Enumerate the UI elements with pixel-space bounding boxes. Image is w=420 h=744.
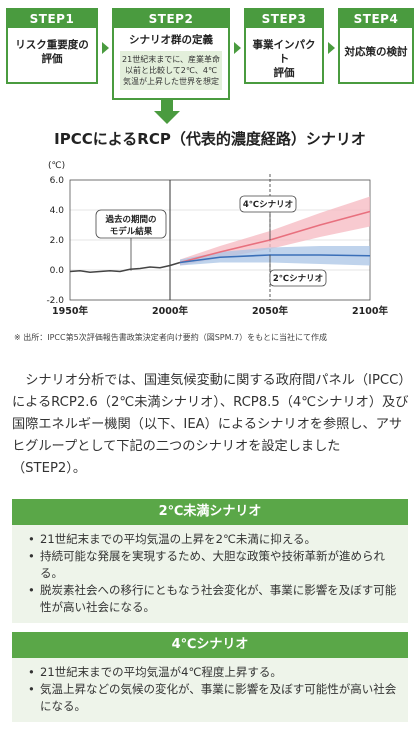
scenario-2c-title: 2℃未満シナリオ [12,499,408,525]
annotation-historical: 過去の期間の [104,214,156,225]
scenario-4c-box: 4℃シナリオ 21世紀末までの平均気温が4℃程度上昇する。 気温上昇などの気候の… [12,632,408,722]
arrow-right-icon [234,42,241,54]
arrow-right-icon [102,42,109,54]
list-item: 21世紀末までの平均気温が4℃程度上昇する。 [28,664,398,681]
step3-body: 事業インパクト 評価 [252,39,316,79]
y-tick-label: 6.0 [50,176,65,186]
scenario-4c-title: 4℃シナリオ [12,632,408,658]
step1-head: STEP1 [8,10,96,28]
list-item: 持続可能な発展を実現するため、大胆な政策や技術革新が進められる。 [28,548,398,582]
step3-box: STEP3 事業インパクト 評価 [244,8,324,84]
step2-box: STEP2 シナリオ群の定義 21世紀末までに、産業革命以前と比較して2℃、4℃… [112,8,230,100]
step2-body: シナリオ群の定義 [129,34,213,46]
y-tick-label: 2.0 [50,236,65,246]
y-tick-label: 4.0 [50,206,65,216]
step3-head: STEP3 [246,10,322,28]
list-item: 気温上昇などの気候の変化が、事業に影響を及ぼす可能性が高い社会になる。 [28,681,398,715]
series-label-4c: 4℃シナリオ [243,200,293,210]
step2-head: STEP2 [114,10,228,28]
step1-box: STEP1 リスク重要度の 評価 [6,8,98,84]
source-note: ※ 出所：IPCC第5次評価報告書政策決定者向け要約（図SPM.7）をもとに当社… [14,333,327,342]
step-flow: STEP1 リスク重要度の 評価 STEP2 シナリオ群の定義 21世紀末までに… [6,8,414,100]
intro-paragraph: シナリオ分析では、国連気候変動に関する政府間パネル（IPCC）によるRCP2.6… [12,373,409,476]
step2-sub: 21世紀末までに、産業革命以前と比較して2℃、4℃気温が上昇した世界を想定 [120,51,222,90]
annotation-box [269,269,327,287]
y-tick-label: 0.0 [50,266,65,276]
y-tick-label: -2.0 [46,296,64,306]
historical-line [69,261,181,274]
step4-body: 対応策の検討 [344,46,408,58]
list-item: 21世紀末までの平均気温の上昇を2℃未満に抑える。 [28,531,398,548]
series-band [180,196,370,266]
x-tick-label: 1950年 [52,305,88,317]
plot-frame [69,179,371,301]
y-axis-label: (℃) [48,161,65,171]
scenario-2c-box: 2℃未満シナリオ 21世紀末までの平均気温の上昇を2℃未満に抑える。 持続可能な… [12,499,408,623]
arrow-down-icon [154,100,180,124]
step4-box: STEP4 対応策の検討 [338,8,414,84]
annotation-box [239,195,297,213]
step4-head: STEP4 [340,10,412,28]
chart-title: IPCCによるRCP（代表的濃度経路）シナリオ [54,130,366,148]
series-label-2c: 2℃シナリオ [273,274,323,284]
arrow-right-icon [328,42,335,54]
annotation-historical: モデル結果 [110,226,153,237]
scenario-4c-list: 21世紀末までの平均気温が4℃程度上昇する。 気温上昇などの気候の変化が、事業に… [12,658,408,721]
chart: (℃) 6.0 4.0 2.0 0.0 -2.0 1950年 2000年 2050年 2100年 過… [30,152,400,322]
scenario-2c-list: 21世紀末までの平均気温の上昇を2℃未満に抑える。 持続可能な発展を実現するため… [12,525,408,622]
x-tick-label: 2100年 [352,305,388,317]
list-item: 脱炭素社会への移行にともなう社会変化が、事業に影響を及ぼす可能性が高い社会になる… [28,582,398,616]
x-tick-label: 2050年 [252,305,288,317]
step1-body: リスク重要度の 評価 [15,39,89,65]
x-tick-label: 2000年 [152,305,188,317]
